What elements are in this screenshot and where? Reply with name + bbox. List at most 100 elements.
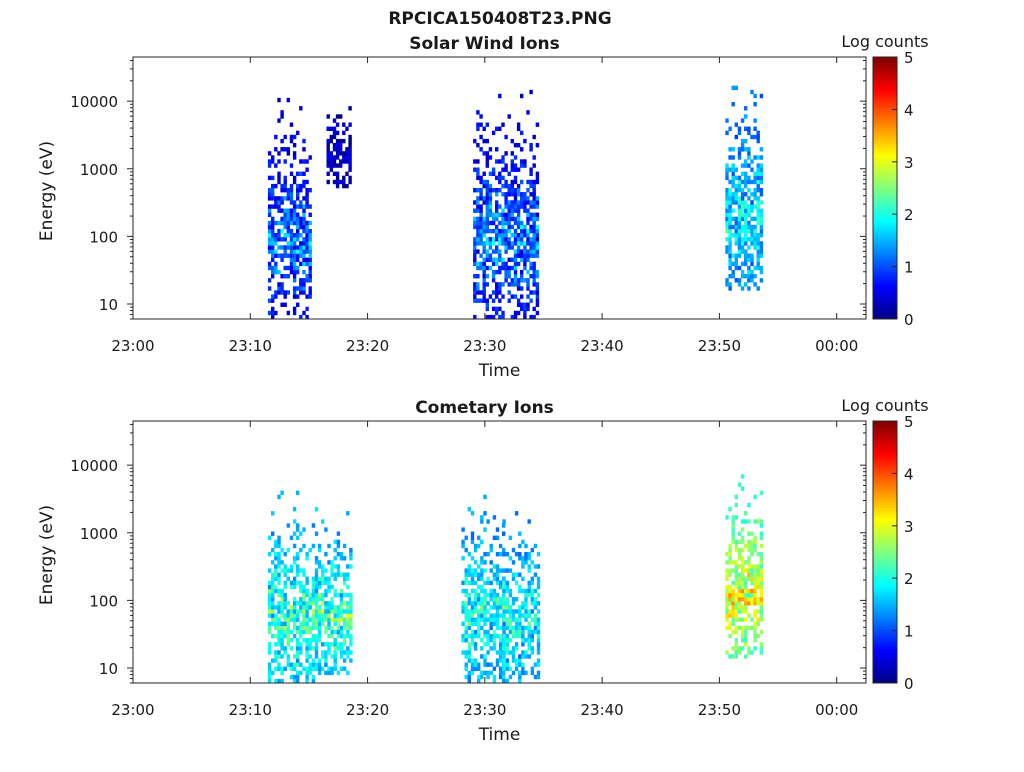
colorbar-segment xyxy=(873,627,897,632)
spectrogram-cell xyxy=(530,601,534,606)
spectrogram-cell xyxy=(535,204,540,209)
spectrogram-cell xyxy=(725,282,729,287)
spectrogram-cell xyxy=(737,580,742,586)
spectrogram-cell xyxy=(510,188,514,193)
spectrogram-cell xyxy=(753,224,757,230)
colorbar-segment xyxy=(873,185,897,189)
spectrogram-cell xyxy=(483,662,487,667)
spectrogram-cell xyxy=(514,662,519,667)
spectrogram-cell xyxy=(476,249,480,254)
spectrogram-cell xyxy=(747,265,751,271)
spectrogram-cell xyxy=(520,159,524,164)
spectrogram-cell xyxy=(529,298,533,303)
spectrogram-cell xyxy=(477,543,481,549)
spectrogram-cell xyxy=(483,494,487,500)
spectrogram-cell xyxy=(274,233,278,238)
spectrogram-cell xyxy=(277,662,281,667)
spectrogram-cell xyxy=(464,601,468,606)
spectrogram-cell xyxy=(527,580,531,586)
spectrogram-cell xyxy=(750,253,754,258)
spectrogram-cell xyxy=(740,245,745,250)
spectrogram-cell xyxy=(271,274,275,279)
spectrogram-cell xyxy=(737,220,742,226)
spectrogram-cell xyxy=(740,204,745,209)
spectrogram-cell xyxy=(267,621,272,626)
spectrogram-cell xyxy=(292,261,297,267)
colorbar-segment xyxy=(873,62,897,66)
spectrogram-cell xyxy=(283,633,287,639)
spectrogram-cell xyxy=(476,171,480,176)
spectrogram-cell xyxy=(274,253,278,258)
spectrogram-cell xyxy=(283,220,287,226)
spectrogram-cell xyxy=(464,650,468,655)
spectrogram-cell xyxy=(492,588,497,594)
spectrogram-cell xyxy=(296,568,300,573)
spectrogram-cell xyxy=(489,568,493,573)
spectrogram-cell xyxy=(267,584,272,590)
spectrogram-cell xyxy=(532,179,536,185)
spectrogram-cell xyxy=(502,519,506,524)
spectrogram-cell xyxy=(308,625,312,631)
spectrogram-cell xyxy=(476,159,480,164)
spectrogram-cell xyxy=(267,237,272,242)
spectrogram-cell xyxy=(535,237,540,242)
spectrogram-cell xyxy=(744,601,748,606)
spectrogram-cell xyxy=(277,233,281,238)
spectrogram-cell xyxy=(536,592,541,598)
spectrogram-cell xyxy=(498,625,503,631)
spectrogram-cell xyxy=(321,613,325,618)
spectrogram-cell xyxy=(514,646,519,651)
spectrogram-cell xyxy=(495,568,500,573)
spectrogram-cell xyxy=(501,233,505,238)
spectrogram-cell xyxy=(747,502,751,508)
colorbar-segment xyxy=(873,428,897,432)
spectrogram-cell xyxy=(317,621,322,626)
spectrogram-cell xyxy=(332,143,337,148)
spectrogram-cell xyxy=(289,253,294,258)
spectrogram-cell xyxy=(495,650,500,655)
spectrogram-cell xyxy=(470,572,475,577)
spectrogram-cell xyxy=(513,282,518,287)
colorbar-segment xyxy=(873,447,897,451)
spectrogram-cell xyxy=(305,658,309,663)
colorbar-segment xyxy=(873,604,897,608)
spectrogram-cell xyxy=(514,625,519,631)
spectrogram-cell xyxy=(513,188,518,193)
spectrogram-cell xyxy=(725,192,729,197)
spectrogram-cell xyxy=(327,543,331,549)
spectrogram-cell xyxy=(520,179,524,185)
spectrogram-cell xyxy=(317,629,322,635)
spectrogram-cell xyxy=(535,241,540,246)
spectrogram-cell xyxy=(292,294,297,299)
colorbar-segment xyxy=(873,72,897,76)
spectrogram-cell xyxy=(507,208,511,213)
spectrogram-cell xyxy=(311,674,316,680)
spectrogram-cell xyxy=(502,674,506,680)
spectrogram-cell xyxy=(283,580,287,586)
spectrogram-cell xyxy=(317,543,322,549)
spectrogram-cell xyxy=(529,89,533,95)
spectrogram-cell xyxy=(759,200,764,205)
spectrogram-cell xyxy=(302,597,306,602)
colorbar-segment xyxy=(873,523,897,527)
spectrogram-cell xyxy=(495,633,500,639)
spectrogram-cell xyxy=(292,269,297,275)
spectrogram-cell xyxy=(524,638,528,643)
spectrogram-cell xyxy=(486,519,490,524)
spectrogram-cell xyxy=(302,212,306,217)
spectrogram-cell xyxy=(271,560,275,565)
spectrogram-cell xyxy=(492,633,497,639)
spectrogram-cell xyxy=(488,228,493,234)
spectrogram-cell xyxy=(296,564,300,569)
spectrogram-cell xyxy=(330,601,334,606)
spectrogram-cell xyxy=(324,629,328,635)
spectrogram-cell xyxy=(305,245,309,250)
spectrogram-cell xyxy=(523,196,527,201)
spectrogram-cell xyxy=(495,286,499,291)
spectrogram-cell xyxy=(505,646,509,651)
colorbar-segment xyxy=(873,507,897,511)
spectrogram-cell xyxy=(502,678,506,684)
colorbar-tick-label: 4 xyxy=(904,101,914,119)
